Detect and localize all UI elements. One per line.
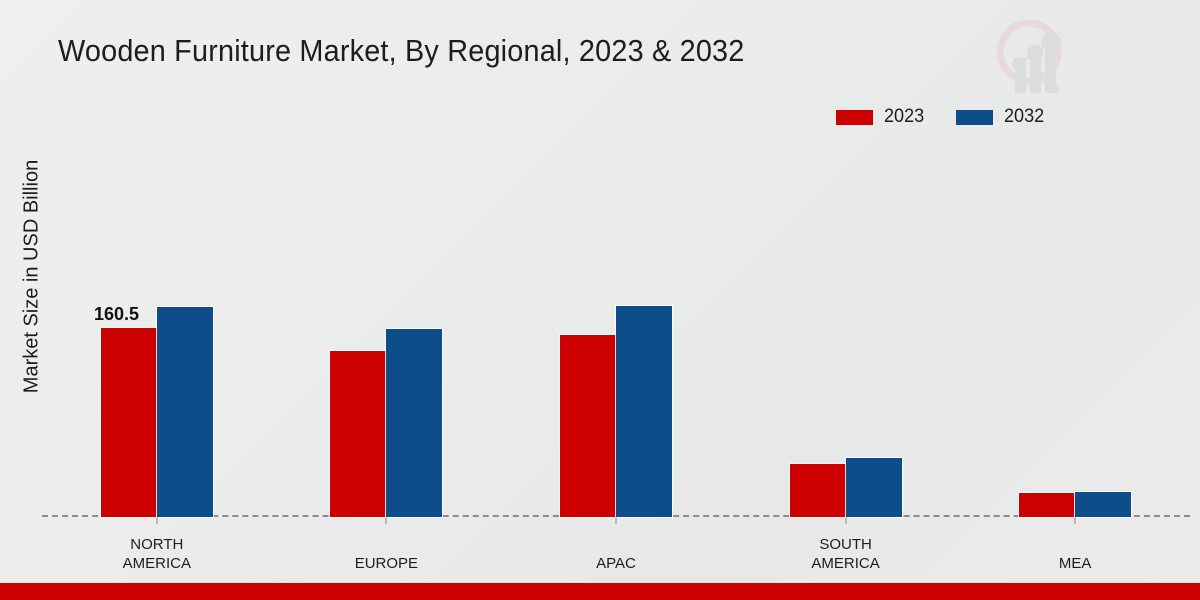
bar-2023[interactable] (99, 327, 158, 518)
market-research-magnifier-logo (983, 12, 1079, 98)
legend-label-2023: 2023 (884, 106, 925, 127)
x-axis-tick (845, 517, 847, 524)
y-axis-title: Market Size in USD Billion (20, 159, 43, 394)
bar-2023[interactable] (788, 463, 847, 518)
x-axis-tick (385, 517, 387, 524)
footer-accent-band (0, 583, 1200, 600)
bar-2023[interactable] (558, 334, 617, 518)
chart-legend: 2023 2032 (836, 106, 1047, 128)
bar-pair (960, 150, 1190, 518)
x-axis-tick (1074, 517, 1076, 524)
plot-area: 160.5 NORTH AMERICA EUROPE APAC SOUTH AMERIC… (42, 150, 1190, 572)
page-title: Wooden Furniture Market, By Regional, 20… (58, 33, 745, 68)
bar-pair (731, 150, 961, 518)
bar-2032[interactable] (155, 306, 214, 518)
legend-item-2032[interactable]: 2032 (956, 106, 1046, 128)
bar-2023[interactable] (1018, 492, 1077, 518)
x-axis-tick (615, 517, 617, 524)
bar-2032[interactable] (844, 457, 903, 518)
bar-pair (42, 150, 272, 518)
x-axis-category-label: SOUTH AMERICA (811, 536, 880, 572)
legend-swatch-2023 (836, 109, 873, 125)
x-axis-category-label: APAC (596, 555, 636, 572)
legend-swatch-2032 (956, 109, 994, 125)
bar-2032[interactable] (1074, 491, 1133, 518)
bar-group: SOUTH AMERICA (731, 150, 961, 572)
legend-item-2023[interactable]: 2023 (836, 106, 926, 128)
bar-2032[interactable] (614, 305, 673, 518)
x-axis-category-label: NORTH AMERICA (122, 536, 191, 572)
bar-pair (272, 150, 502, 518)
bar-2023[interactable] (329, 350, 388, 518)
bar-group: EUROPE (272, 150, 502, 572)
bar-value-label: 160.5 (94, 304, 140, 324)
x-axis-tick (156, 517, 158, 524)
bar-group: APAC (501, 150, 731, 572)
x-axis-category-label: MEA (1058, 555, 1092, 572)
bar-2032[interactable] (385, 328, 444, 518)
legend-label-2032: 2032 (1004, 106, 1045, 127)
bar-pair (501, 150, 731, 518)
x-axis-category-label: EUROPE (354, 555, 419, 572)
bar-group: 160.5 NORTH AMERICA (42, 150, 272, 572)
bar-group: MEA (960, 150, 1190, 572)
